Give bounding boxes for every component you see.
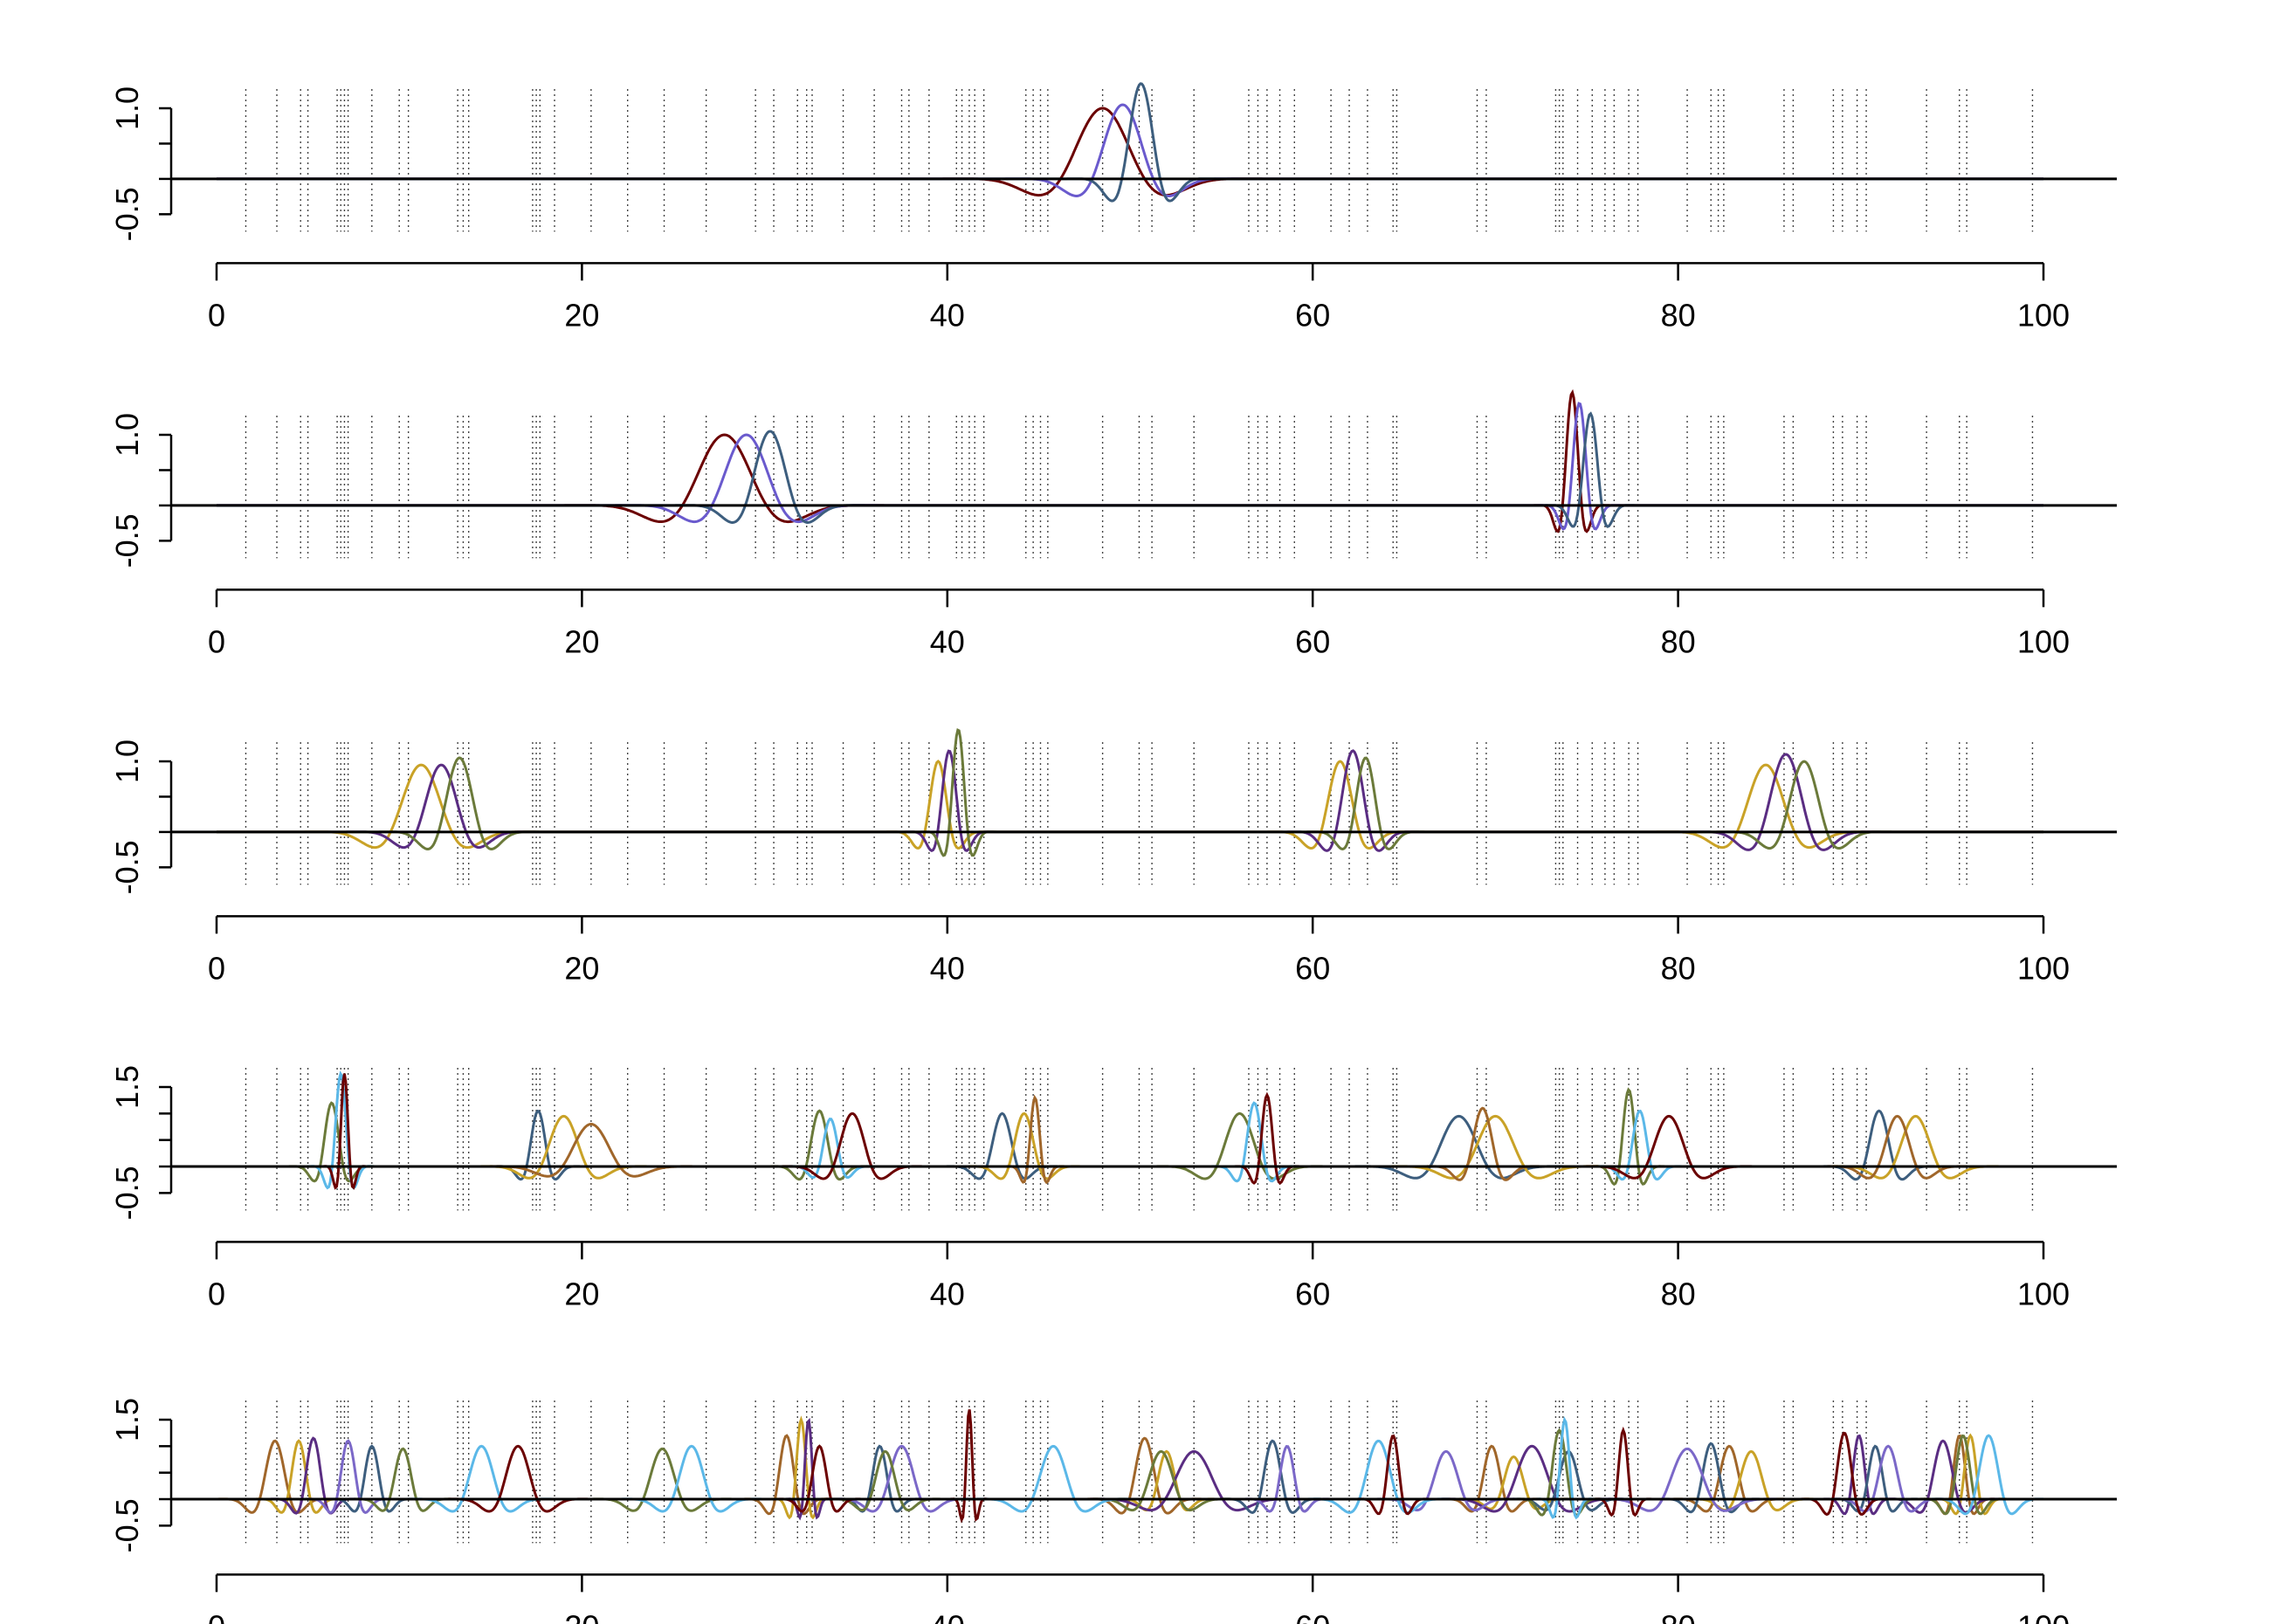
x-tick-label: 80 [1661,297,1696,333]
y-tick-label: 1.0 [109,86,145,130]
x-tick-label: 100 [2017,623,2070,659]
x-tick-label: 60 [1295,1608,1330,1624]
x-tick-label: 100 [2017,297,2070,333]
x-tick-label: 40 [930,1608,965,1624]
panel-4: -0.5 1.5 0 20 40 60 80 100 [109,1065,2117,1311]
y-tick-label: 1.5 [109,1065,145,1109]
x-axis: 0 20 40 60 80 100 [208,1573,2070,1624]
y-tick-label: -0.5 [109,840,145,894]
y-axis: -0.5 1.5 [109,1065,173,1220]
x-tick-label: 80 [1661,1276,1696,1311]
x-tick-label: 60 [1295,1276,1330,1311]
x-tick-label: 60 [1295,950,1330,986]
x-axis: 0 20 40 60 80 100 [208,1241,2070,1311]
x-tick-label: 20 [564,297,599,333]
y-axis: -0.5 1.0 [109,413,173,568]
x-tick-label: 20 [564,1608,599,1624]
x-tick-label: 60 [1295,623,1330,659]
x-tick-label: 80 [1661,1608,1696,1624]
x-tick-label: 80 [1661,950,1696,986]
x-tick-label: 0 [208,950,225,986]
y-tick-label: -0.5 [109,513,145,568]
x-tick-label: 100 [2017,1276,2070,1311]
x-tick-label: 0 [208,623,225,659]
x-axis: 0 20 40 60 80 100 [208,588,2070,659]
y-tick-label: -0.5 [109,1166,145,1220]
x-tick-label: 0 [208,1276,225,1311]
x-axis: 0 20 40 60 80 100 [208,915,2070,986]
y-axis: -0.5 1.0 [109,86,173,241]
y-tick-label: -0.5 [109,187,145,241]
x-tick-label: 60 [1295,297,1330,333]
x-tick-label: 100 [2017,1608,2070,1624]
y-axis: -0.5 1.5 [109,1398,173,1552]
panel-1: -0.5 1.0 0 20 40 60 80 100 [109,82,2117,333]
panel-3: -0.5 1.0 0 20 40 60 80 100 [109,728,2117,986]
x-tick-label: 40 [930,623,965,659]
y-tick-label: -0.5 [109,1498,145,1552]
x-tick-label: 0 [208,297,225,333]
x-tick-label: 20 [564,1276,599,1311]
y-tick-label: 1.5 [109,1398,145,1442]
x-tick-label: 80 [1661,623,1696,659]
panel-5: -0.5 1.5 0 20 40 60 80 100 [109,1398,2117,1624]
x-tick-label: 100 [2017,950,2070,986]
y-tick-label: 1.0 [109,740,145,783]
x-tick-label: 40 [930,297,965,333]
x-tick-label: 40 [930,1276,965,1311]
x-tick-label: 0 [208,1608,225,1624]
x-tick-label: 20 [564,950,599,986]
y-tick-label: 1.0 [109,413,145,457]
panel-2: -0.5 1.0 0 20 40 60 80 100 [109,389,2117,659]
x-axis: 0 20 40 60 80 100 [208,262,2070,333]
x-tick-label: 40 [930,950,965,986]
x-tick-label: 20 [564,623,599,659]
y-axis: -0.5 1.0 [109,740,173,894]
